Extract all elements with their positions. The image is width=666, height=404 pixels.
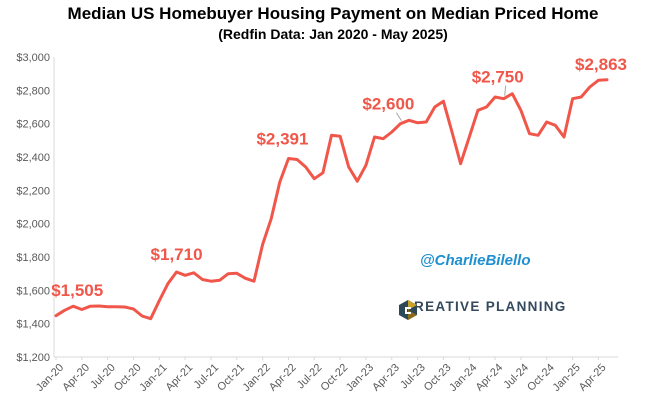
y-tick-label: $2,000 bbox=[16, 219, 50, 231]
x-tick-label: Oct-23 bbox=[422, 362, 454, 394]
x-tick-label: Apr-21 bbox=[164, 362, 196, 394]
y-tick-label: $2,400 bbox=[16, 152, 50, 164]
y-tick-label: $1,800 bbox=[16, 252, 50, 264]
creative-planning-logo: CREATIVE PLANNING bbox=[397, 299, 567, 320]
x-tick-label: Apr-25 bbox=[577, 362, 609, 394]
y-tick-label: $2,600 bbox=[16, 119, 50, 131]
x-tick-label: Oct-24 bbox=[525, 362, 557, 394]
creative-planning-logo-text: CREATIVE PLANNING bbox=[403, 299, 567, 314]
data-label: $2,750 bbox=[472, 68, 524, 87]
y-tick-label: $3,000 bbox=[16, 52, 50, 64]
series-line bbox=[54, 78, 609, 321]
x-tick-label: Jan-25 bbox=[551, 362, 583, 394]
x-tick-label: Oct-22 bbox=[318, 362, 350, 394]
x-tick-label: Oct-20 bbox=[112, 362, 144, 394]
y-tick-label: $2,200 bbox=[16, 185, 50, 197]
chart-title: Median US Homebuyer Housing Payment on M… bbox=[67, 4, 599, 23]
x-tick-label: Jan-20 bbox=[34, 362, 66, 394]
x-tick-label: Apr-20 bbox=[60, 362, 92, 394]
x-tick-label: Jan-23 bbox=[344, 362, 376, 394]
x-tick-label: Apr-22 bbox=[267, 362, 299, 394]
y-tick-label: $1,200 bbox=[16, 352, 50, 364]
creative-planning-logo-icon bbox=[399, 300, 417, 320]
chart-subtitle: (Redfin Data: Jan 2020 - May 2025) bbox=[218, 26, 448, 42]
x-tick-label: Jan-22 bbox=[241, 362, 273, 394]
data-label: $2,863 bbox=[575, 55, 627, 74]
annotation-leader bbox=[395, 112, 402, 121]
y-tick-label: $1,400 bbox=[16, 319, 50, 331]
data-label: $2,391 bbox=[256, 130, 308, 149]
data-label: $1,505 bbox=[51, 281, 103, 300]
x-tick-label: Oct-21 bbox=[215, 362, 247, 394]
twitter-handle-watermark: @CharlieBilello bbox=[420, 252, 531, 269]
x-tick-label: Jan-24 bbox=[447, 362, 479, 394]
y-tick-label: $1,600 bbox=[16, 285, 50, 297]
annotation-leader bbox=[504, 85, 507, 96]
x-tick-label: Apr-24 bbox=[473, 362, 505, 394]
x-tick-label: Apr-23 bbox=[370, 362, 402, 394]
x-tick-label: Jan-21 bbox=[137, 362, 169, 394]
data-label: $1,710 bbox=[151, 245, 203, 264]
y-tick-label: $2,800 bbox=[16, 85, 50, 97]
data-label: $2,600 bbox=[362, 95, 414, 114]
